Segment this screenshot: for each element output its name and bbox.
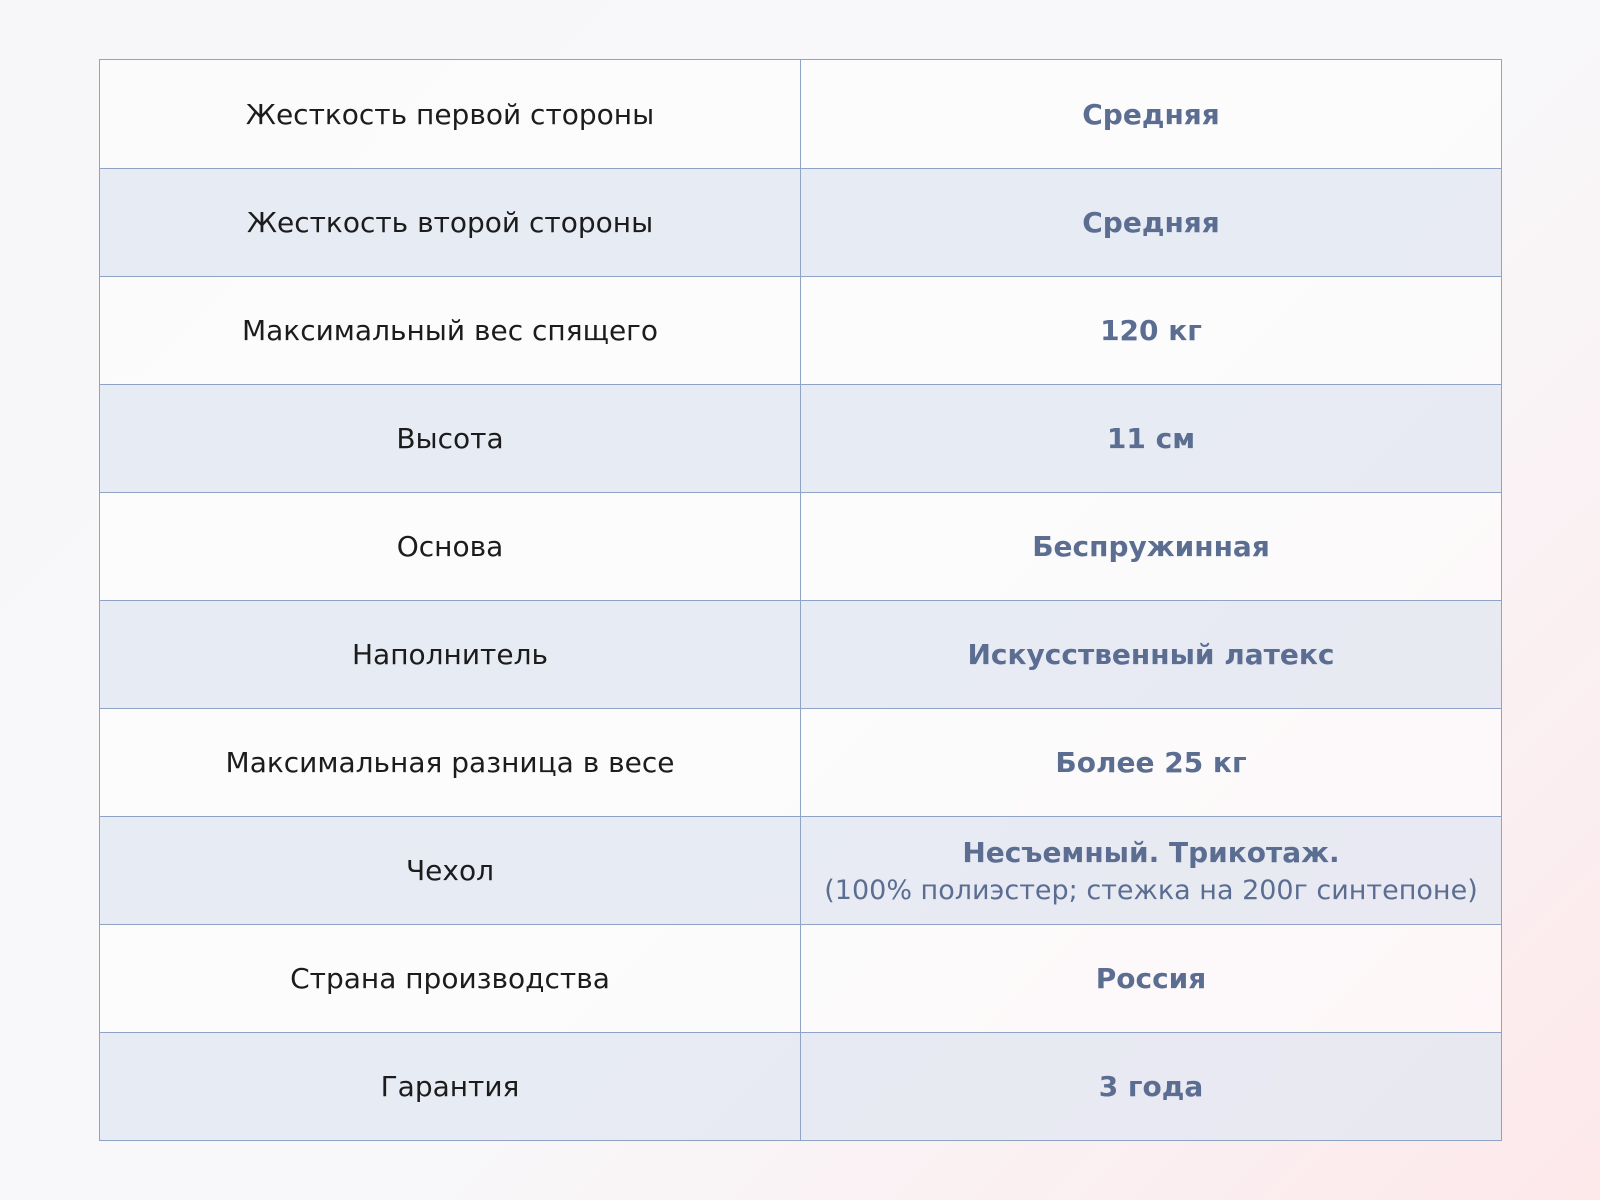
table-row: Страна производства Россия [100,924,1501,1032]
table-row: Наполнитель Искусственный латекс [100,600,1501,708]
spec-label: Наполнитель [100,601,801,708]
spec-label: Высота [100,385,801,492]
spec-value: Искусственный латекс [967,638,1335,671]
table-row: Жесткость первой стороны Средняя [100,60,1501,168]
spec-value: Беспружинная [1032,530,1270,563]
spec-value: Несъемный. Трикотаж. [962,835,1340,869]
spec-value: Средняя [1082,206,1220,239]
spec-value: Средняя [1082,97,1220,131]
spec-label: Гарантия [100,1033,801,1140]
spec-label: Жесткость первой стороны [100,60,801,168]
spec-value: 11 см [1106,422,1196,455]
spec-value: Россия [1095,962,1207,995]
spec-value-cell: 120 кг [801,277,1501,384]
spec-value-cell: Искусственный латекс [801,601,1501,708]
spec-label: Максимальная разница в весе [100,709,801,816]
spec-value: 120 кг [1100,314,1202,347]
table-row: Высота 11 см [100,384,1501,492]
specs-table: Жесткость первой стороны Средняя Жесткость… [99,59,1502,1141]
spec-value-note: (100% полиэстер; стежка на 200г синтепон… [824,874,1478,906]
table-row: Жесткость второй стороны Средняя [100,168,1501,276]
table-row: Основа Беспружинная [100,492,1501,600]
table-row: Гарантия 3 года [100,1032,1501,1140]
table-row: Максимальная разница в весе Более 25 кг [100,708,1501,816]
spec-value-cell: Средняя [801,169,1501,276]
spec-label: Страна производства [100,925,801,1032]
spec-value-cell: Несъемный. Трикотаж. (100% полиэстер; сте… [801,817,1501,924]
spec-label: Жесткость второй стороны [100,169,801,276]
spec-label: Чехол [100,817,801,924]
spec-value-cell: Более 25 кг [801,709,1501,816]
spec-value-cell: Средняя [801,60,1501,168]
spec-label: Основа [100,493,801,600]
spec-value-cell: 3 года [801,1033,1501,1140]
table-row: Максимальный вес спящего 120 кг [100,276,1501,384]
spec-value-cell: Беспружинная [801,493,1501,600]
spec-value-cell: 11 см [801,385,1501,492]
spec-value: 3 года [1098,1070,1204,1103]
spec-value-cell: Россия [801,925,1501,1032]
spec-value: Более 25 кг [1055,746,1247,779]
spec-label: Максимальный вес спящего [100,277,801,384]
table-row: Чехол Несъемный. Трикотаж. (100% полиэстер… [100,816,1501,924]
